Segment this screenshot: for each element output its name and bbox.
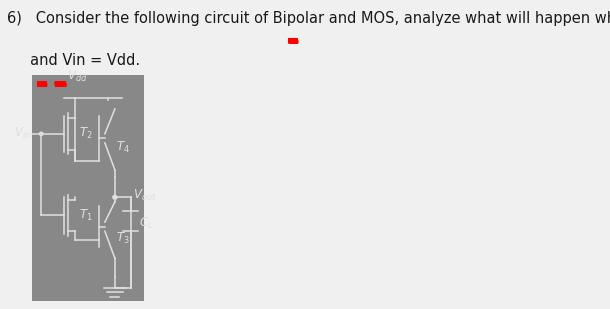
Text: $T_1$: $T_1$ <box>79 208 93 223</box>
Text: $C_L$: $C_L$ <box>140 216 154 231</box>
Bar <box>32 75 144 302</box>
Text: $V_{out}$: $V_{out}$ <box>133 188 157 202</box>
Text: and Vin = Vdd.: and Vin = Vdd. <box>7 53 140 69</box>
Text: $T_4$: $T_4$ <box>116 140 130 155</box>
Text: $V_{in}$: $V_{in}$ <box>14 126 31 141</box>
Text: $V_{dd}$: $V_{dd}$ <box>66 69 87 84</box>
Circle shape <box>113 195 117 199</box>
Text: $T_3$: $T_3$ <box>116 231 130 246</box>
Text: $T_2$: $T_2$ <box>79 126 93 141</box>
Text: 6)   Consider the following circuit of Bipolar and MOS, analyze what will happen: 6) Consider the following circuit of Bip… <box>7 11 610 26</box>
